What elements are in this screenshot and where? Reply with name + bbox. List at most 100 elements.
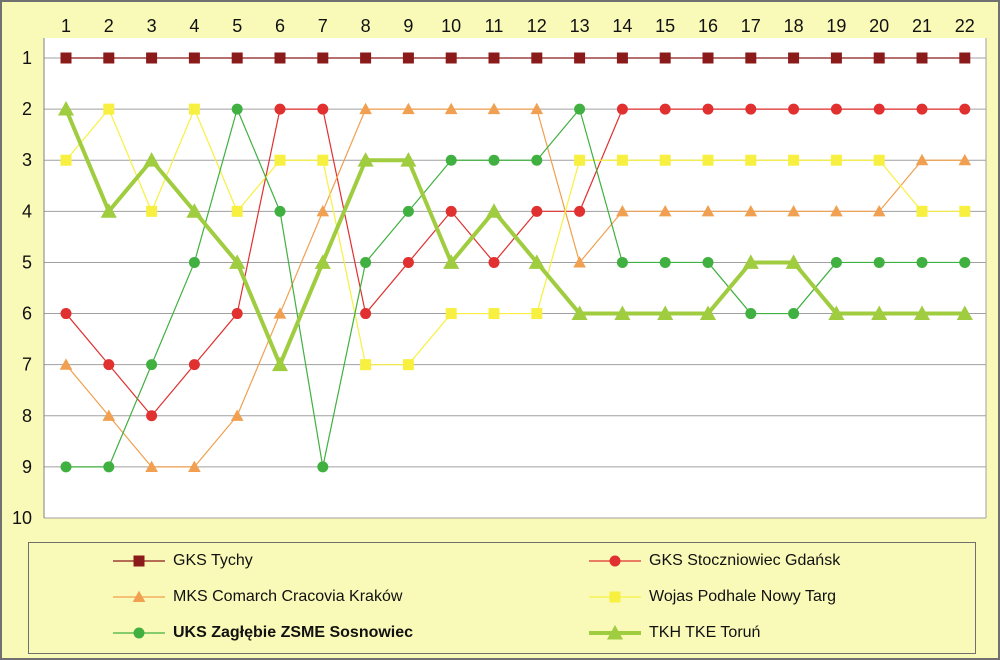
x-tick-label: 1 <box>61 16 71 36</box>
data-point <box>785 254 802 269</box>
data-point <box>873 256 885 268</box>
data-point <box>133 627 145 639</box>
x-tick-label: 3 <box>147 16 157 36</box>
data-point <box>445 205 457 217</box>
data-point <box>402 205 414 217</box>
data-point <box>745 154 757 166</box>
data-point <box>188 460 201 472</box>
x-tick-label: 22 <box>955 16 975 36</box>
x-tick-label: 15 <box>655 16 675 36</box>
data-point <box>102 409 116 421</box>
legend-label: GKS Stoczniowiec Gdańsk <box>649 552 841 569</box>
legend-item: Wojas Podhale Nowy Targ <box>585 585 836 609</box>
series-5 <box>57 101 973 372</box>
y-tick-label: 1 <box>22 48 32 68</box>
data-point <box>609 555 621 567</box>
data-point <box>702 52 714 64</box>
data-point <box>60 461 72 473</box>
data-point <box>402 102 415 115</box>
data-point <box>60 52 72 64</box>
series-1 <box>60 103 971 422</box>
legend-swatch <box>113 590 165 603</box>
data-point <box>188 256 200 268</box>
data-point <box>573 256 586 268</box>
x-tick-label: 11 <box>485 16 504 36</box>
data-point <box>146 410 158 422</box>
data-point <box>317 103 329 115</box>
data-point <box>531 154 543 166</box>
data-point <box>616 256 628 268</box>
data-point <box>913 305 931 320</box>
data-point <box>274 154 286 166</box>
y-tick-label: 5 <box>22 252 32 272</box>
data-point <box>574 205 586 217</box>
legend-item: TKH TKE Toruń <box>585 621 760 645</box>
data-point <box>402 359 414 371</box>
data-point <box>229 254 246 269</box>
data-point <box>659 52 671 64</box>
series-3 <box>60 103 971 371</box>
data-point <box>103 359 115 371</box>
data-point <box>745 52 757 64</box>
data-point <box>146 359 158 371</box>
data-point <box>146 52 158 64</box>
data-point <box>317 154 329 166</box>
data-point <box>57 101 75 116</box>
series-2 <box>59 102 972 472</box>
data-point <box>103 461 115 473</box>
data-point <box>487 102 501 115</box>
legend-item: MKS Comarch Cracovia Kraków <box>109 585 402 609</box>
data-point <box>788 154 800 166</box>
data-point <box>659 256 671 268</box>
data-point <box>103 103 115 115</box>
data-point <box>830 103 842 115</box>
plot-area <box>44 38 986 518</box>
data-point <box>616 154 628 166</box>
legend-swatch <box>589 555 641 567</box>
data-point <box>606 624 624 640</box>
data-point <box>614 305 631 320</box>
data-point <box>657 305 674 320</box>
data-point <box>745 103 757 115</box>
legend-label: MKS Comarch Cracovia Kraków <box>173 588 403 605</box>
data-point <box>530 102 544 115</box>
data-point <box>357 152 374 167</box>
x-tick-label: 6 <box>275 16 285 36</box>
x-tick-label: 21 <box>912 16 932 36</box>
y-tick-label: 6 <box>22 304 32 324</box>
data-point <box>788 52 800 64</box>
series-line <box>65 108 965 366</box>
data-point <box>443 254 460 269</box>
data-point <box>574 154 586 166</box>
data-point <box>828 305 845 320</box>
data-point <box>146 205 158 217</box>
x-tick-label: 17 <box>741 16 761 36</box>
y-tick-label: 7 <box>22 355 32 375</box>
data-point <box>959 205 971 217</box>
data-point <box>702 154 714 166</box>
data-point <box>531 205 543 217</box>
x-tick-label: 14 <box>612 16 632 36</box>
data-point <box>915 153 929 166</box>
data-point <box>574 52 586 64</box>
legend-swatch <box>589 591 641 603</box>
y-tick-label: 3 <box>22 150 32 170</box>
x-tick-label: 18 <box>784 16 804 36</box>
data-point <box>574 103 586 115</box>
data-point <box>488 154 500 166</box>
data-point <box>916 52 928 64</box>
data-point <box>60 308 72 320</box>
data-point <box>231 52 243 64</box>
data-point <box>445 52 457 64</box>
data-point <box>873 154 885 166</box>
data-point <box>274 103 286 115</box>
data-point <box>916 205 928 217</box>
data-point <box>873 103 885 115</box>
data-point <box>186 203 203 218</box>
data-point <box>274 52 286 64</box>
data-point <box>702 103 714 115</box>
legend-swatch <box>113 627 165 639</box>
data-point <box>103 52 115 64</box>
data-point <box>531 52 543 64</box>
